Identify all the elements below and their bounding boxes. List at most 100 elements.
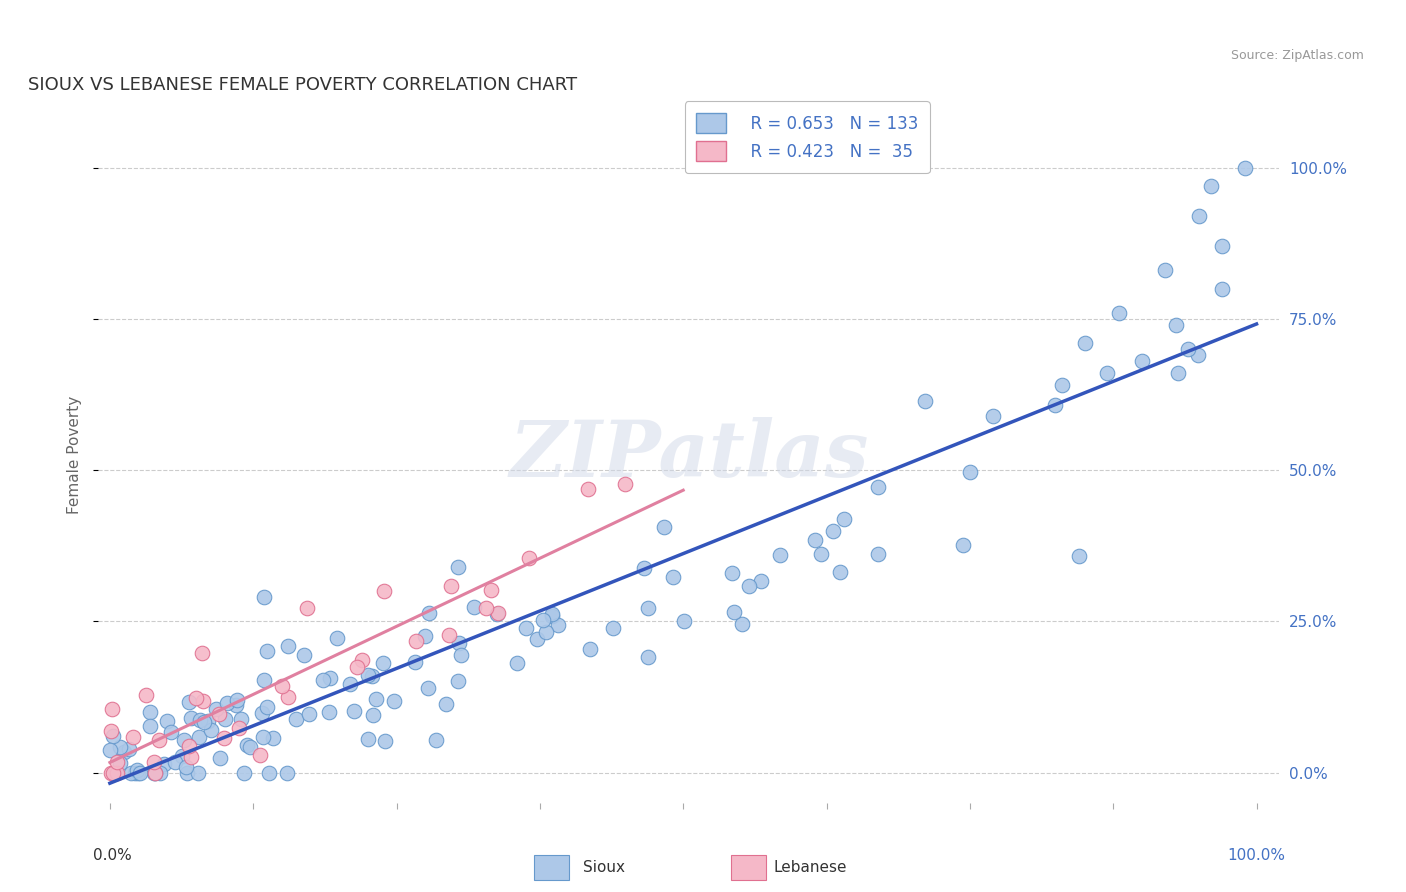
Point — [450, 648, 472, 663]
Point — [143, 755, 166, 769]
Point — [652, 520, 675, 534]
Point — [229, 712, 252, 726]
Point — [541, 607, 564, 622]
Point — [731, 616, 754, 631]
Point — [277, 690, 299, 704]
Point — [276, 765, 298, 780]
Point — [226, 693, 249, 707]
Point — [163, 755, 186, 769]
Point — [1153, 263, 1175, 277]
Point — [253, 673, 276, 687]
Point — [188, 713, 211, 727]
Point — [252, 706, 274, 721]
Point — [214, 712, 236, 726]
Legend:   R = 0.653   N = 133,   R = 0.423   N =  35: R = 0.653 N = 133, R = 0.423 N = 35 — [685, 102, 929, 173]
Point — [371, 656, 394, 670]
Point — [318, 705, 340, 719]
Point — [738, 579, 761, 593]
Point — [177, 695, 200, 709]
Point — [253, 591, 276, 605]
Point — [139, 705, 162, 719]
Point — [832, 511, 855, 525]
Point — [1130, 354, 1153, 368]
Point — [249, 747, 271, 762]
Point — [1108, 306, 1130, 320]
Point — [104, 765, 127, 780]
Point — [830, 565, 852, 579]
Point — [866, 548, 889, 562]
Point — [914, 394, 936, 409]
Point — [672, 614, 695, 628]
Point — [108, 756, 131, 770]
Text: Sioux: Sioux — [583, 861, 626, 875]
Point — [637, 601, 659, 615]
Point — [143, 765, 166, 780]
Point — [156, 714, 179, 729]
Point — [207, 706, 229, 721]
Point — [515, 621, 537, 635]
Text: 0.0%: 0.0% — [93, 848, 131, 863]
Point — [297, 601, 319, 615]
Point — [357, 668, 380, 682]
Point — [1097, 366, 1119, 380]
Point — [298, 706, 321, 721]
Point — [121, 730, 143, 744]
Point — [1199, 178, 1222, 193]
Point — [416, 681, 439, 696]
Point — [959, 465, 981, 479]
Point — [810, 547, 832, 561]
Point — [541, 608, 564, 623]
Point — [217, 697, 239, 711]
Point — [98, 743, 121, 757]
Point — [118, 742, 141, 756]
Point — [174, 760, 197, 774]
Point — [143, 765, 166, 780]
Point — [143, 765, 166, 780]
Point — [576, 483, 599, 497]
Point — [173, 732, 195, 747]
Point — [1050, 378, 1073, 392]
Point — [184, 690, 207, 705]
Y-axis label: Female Poverty: Female Poverty — [66, 396, 82, 514]
Point — [768, 549, 790, 563]
Point — [868, 480, 890, 494]
Point — [637, 650, 659, 665]
Point — [225, 698, 247, 712]
Point — [135, 688, 157, 702]
Point — [1211, 239, 1233, 253]
Point — [312, 673, 335, 687]
Point — [662, 570, 685, 584]
Point — [531, 613, 554, 627]
Point — [252, 730, 274, 744]
Point — [1069, 549, 1091, 563]
Point — [517, 551, 540, 566]
Point — [361, 669, 384, 683]
Point — [361, 707, 384, 722]
Point — [180, 711, 202, 725]
Point — [439, 628, 461, 642]
Point — [236, 738, 259, 752]
Point — [418, 607, 440, 621]
Point — [149, 765, 172, 780]
Point — [197, 714, 219, 728]
Point — [364, 691, 387, 706]
Point — [463, 600, 485, 615]
Point — [139, 719, 162, 733]
Point — [547, 617, 569, 632]
Point — [191, 694, 214, 708]
Point — [256, 644, 278, 658]
Point — [526, 632, 548, 647]
Point — [1187, 348, 1209, 362]
Point — [804, 533, 827, 547]
Point — [374, 734, 396, 748]
Point — [1167, 366, 1189, 380]
Point — [129, 765, 152, 780]
Point — [120, 765, 142, 780]
Point — [110, 740, 132, 755]
Point — [179, 739, 201, 754]
Point — [1234, 161, 1257, 175]
Point — [319, 671, 342, 685]
Point — [1211, 281, 1233, 295]
Point — [486, 607, 509, 621]
Point — [613, 476, 636, 491]
